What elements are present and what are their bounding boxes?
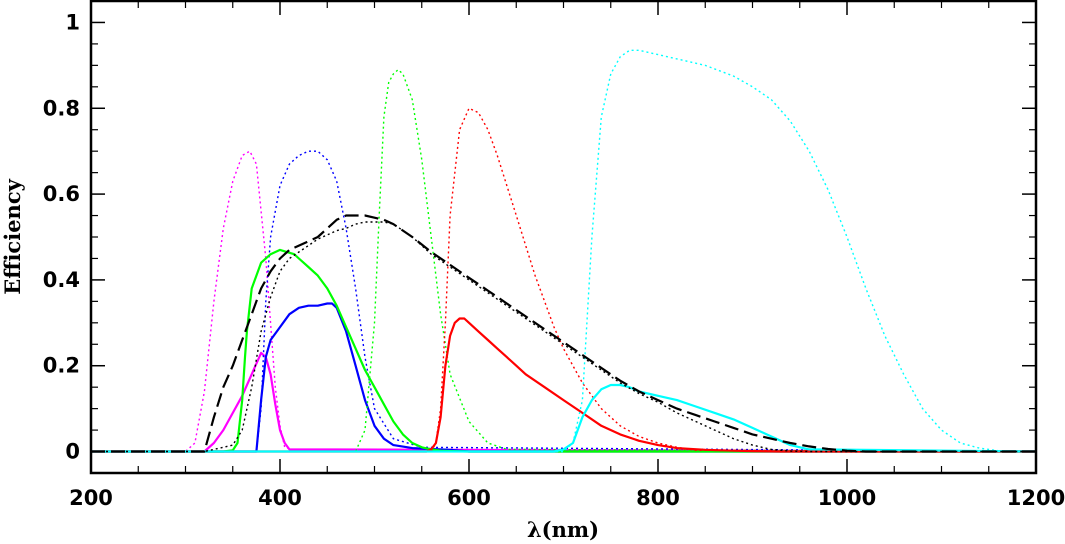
y-tick-label: 0.6 [43, 182, 80, 206]
x-tick-label: 200 [69, 486, 113, 510]
series-line-5 [91, 248, 1036, 453]
x-tick-label: 600 [447, 486, 491, 510]
plot-frame [89, 0, 1038, 475]
series-line-7 [91, 317, 1036, 453]
series-line-3 [91, 302, 1036, 453]
series-line-2 [91, 150, 1037, 453]
series-line-11 [91, 221, 1036, 453]
x-tick-label: 1200 [1007, 486, 1065, 510]
series-line-10 [91, 214, 1036, 453]
series-line-9 [91, 383, 1037, 453]
y-tick-label: 0.4 [43, 268, 80, 292]
series-line-0 [91, 150, 1036, 453]
x-axis-title: λ(nm) [527, 517, 599, 542]
series-line-4 [91, 69, 1037, 453]
series-layer [91, 49, 1037, 453]
y-tick-label: 0.8 [43, 96, 80, 120]
y-axis-title: Efficiency [0, 178, 25, 294]
series-line-1 [91, 351, 1037, 453]
y-tick-label: 0 [65, 440, 80, 464]
ticks-layer: 200 400 600 800 1000 1200 0 0.2 0.4 0.6 0.8 1 [43, 0, 1065, 510]
x-tick-label: 800 [636, 486, 680, 510]
x-tick-label: 400 [258, 486, 302, 510]
y-tick-label: 1 [65, 10, 80, 34]
y-tick-label: 0.2 [43, 354, 80, 378]
x-tick-label: 1000 [818, 486, 876, 510]
series-line-8 [91, 49, 1036, 453]
